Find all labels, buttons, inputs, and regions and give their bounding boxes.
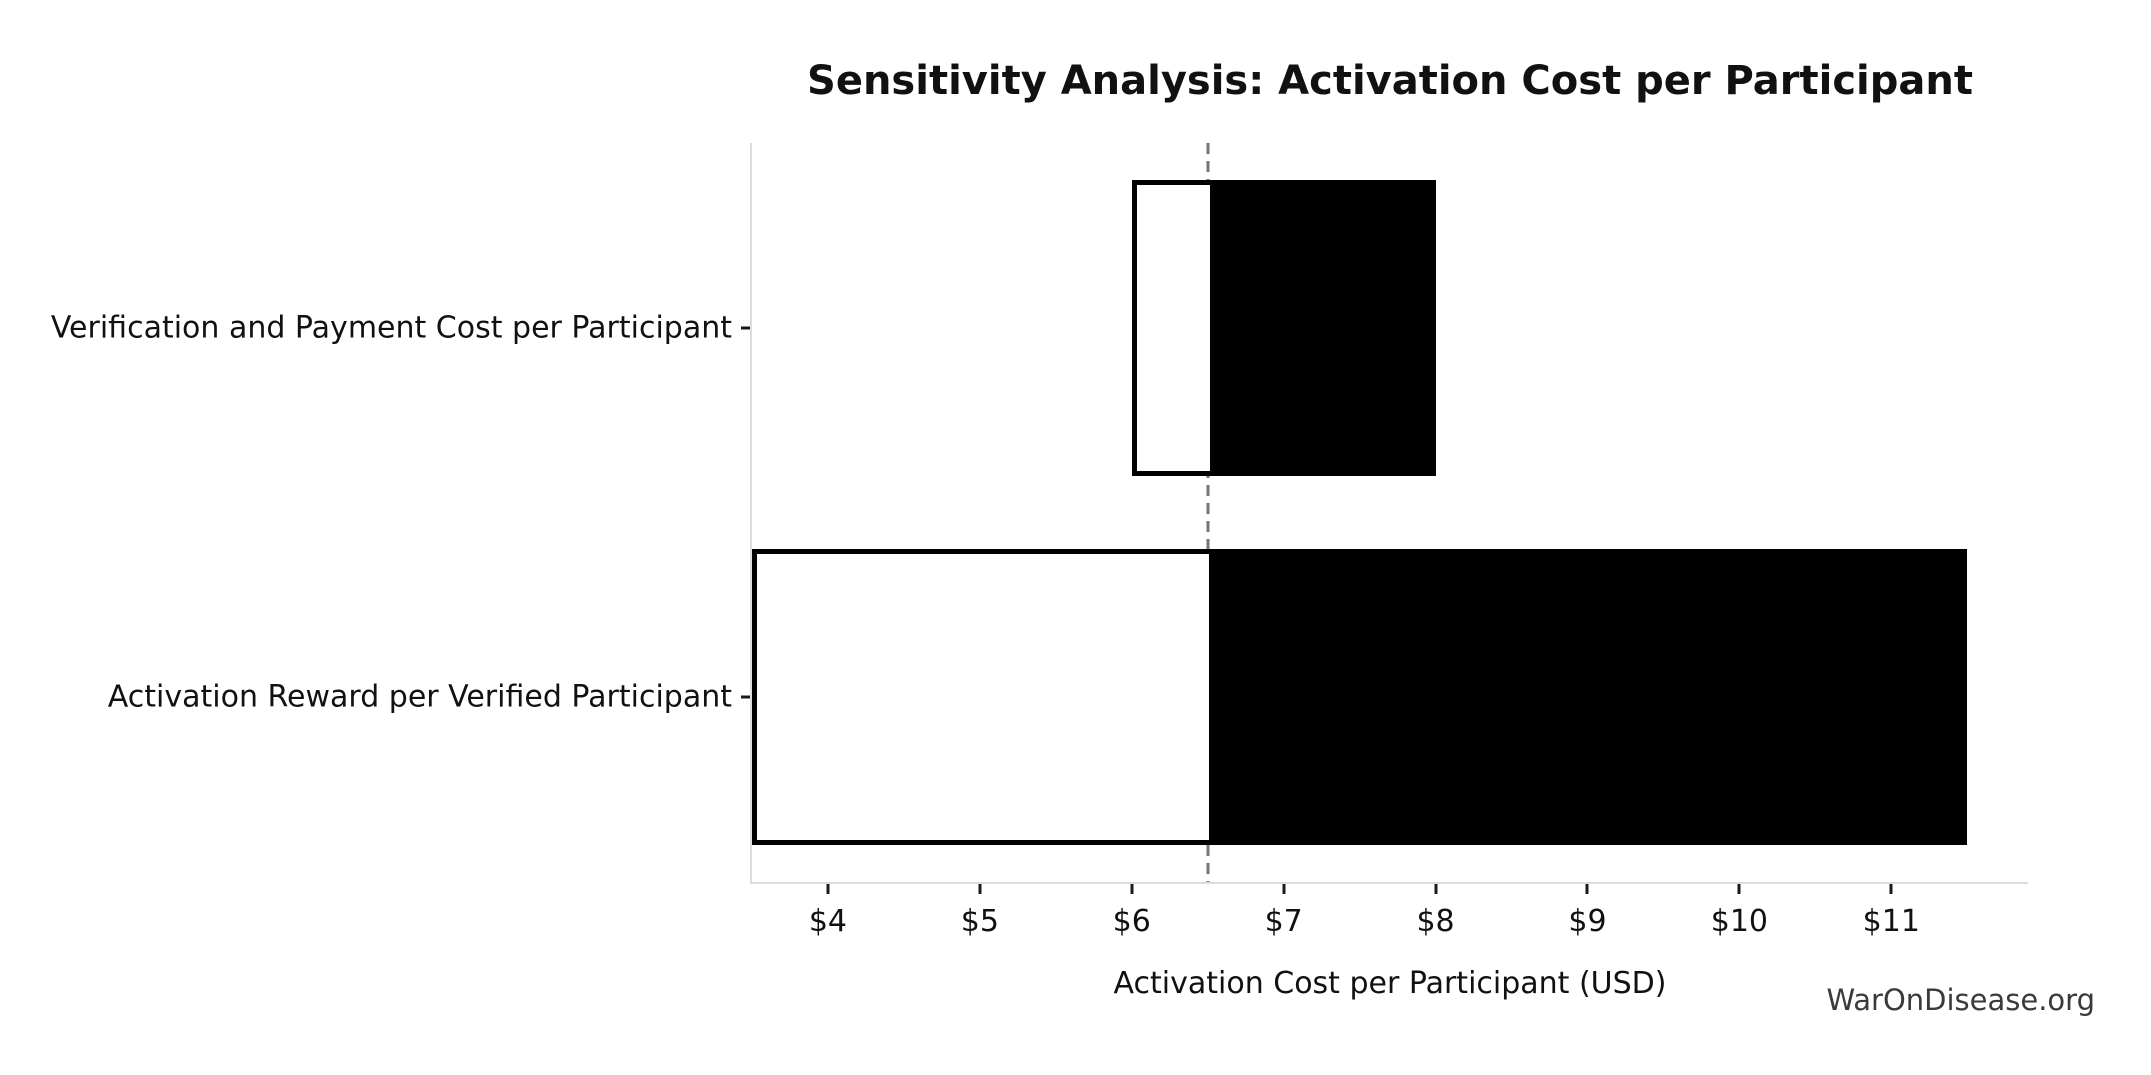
x-tick-label: $6	[1112, 904, 1151, 939]
y-tick-mark	[741, 326, 750, 330]
x-tick-mark	[1434, 884, 1438, 894]
x-axis-spine	[750, 882, 2028, 884]
bar-segment-above-baseline	[1208, 554, 1963, 841]
watermark: WarOnDisease.org	[1826, 983, 2095, 1017]
bar-segment-below-baseline	[757, 554, 1209, 841]
x-tick-label: $11	[1862, 904, 1920, 939]
plot-area: Verification and Payment Cost per Partic…	[51, 143, 2028, 939]
tornado-bar	[752, 549, 1968, 846]
x-tick-mark	[1737, 884, 1741, 894]
x-tick-mark	[1889, 884, 1893, 894]
chart-title: Sensitivity Analysis: Activation Cost pe…	[807, 58, 1973, 104]
bar-segment-above-baseline	[1210, 184, 1431, 471]
y-axis-spine	[750, 143, 752, 882]
x-tick-label: $7	[1264, 904, 1303, 939]
y-tick-mark	[741, 695, 750, 699]
x-axis-title: Activation Cost per Participant (USD)	[1113, 966, 1667, 1001]
x-tick-mark	[978, 884, 982, 894]
x-tick-label: $8	[1416, 904, 1455, 939]
x-tick-label: $5	[960, 904, 999, 939]
x-tick-mark	[826, 884, 830, 894]
bar-segment-below-baseline	[1136, 184, 1211, 471]
x-tick-mark	[1130, 884, 1134, 894]
x-tick-label: $4	[808, 904, 848, 939]
x-tick-mark	[1282, 884, 1286, 894]
y-tick-label: Activation Reward per Verified Participa…	[107, 679, 732, 715]
baseline-dashed-line	[1206, 143, 1210, 882]
x-tick-label: $10	[1710, 904, 1769, 939]
x-tick-mark	[1585, 884, 1589, 894]
x-tick-label: $9	[1568, 904, 1607, 939]
y-tick-label: Verification and Payment Cost per Partic…	[50, 310, 732, 346]
tornado-bar	[1131, 179, 1436, 476]
